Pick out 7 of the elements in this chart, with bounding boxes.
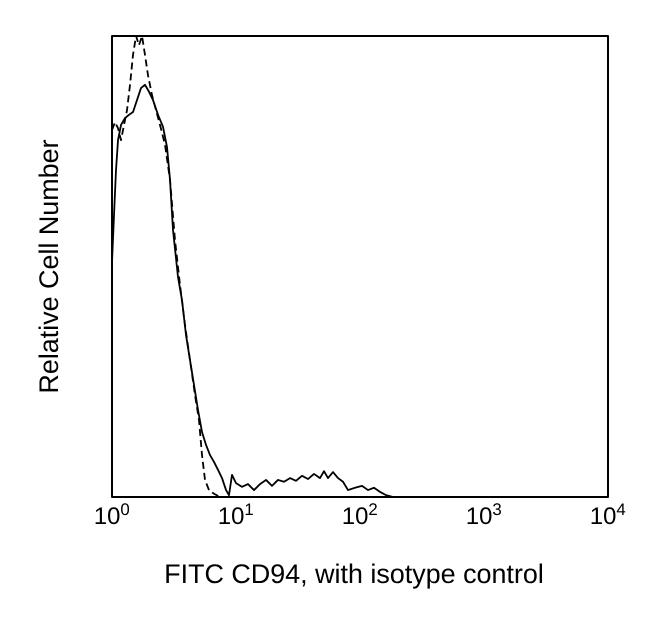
x-tick-label: 10$^{0}$: [96, 503, 130, 524]
x-tick-label: 10$^{4}$: [592, 503, 626, 524]
x-axis-title: FITC CD94, with isotype control: [166, 564, 542, 589]
y-axis-title: Relative Cell Number: [38, 140, 58, 392]
x-tick-label: 10$^{1}$: [220, 503, 253, 524]
x-tick-label: 10$^{2}$: [344, 503, 377, 524]
x-tick-label: 10$^{3}$: [468, 503, 501, 524]
